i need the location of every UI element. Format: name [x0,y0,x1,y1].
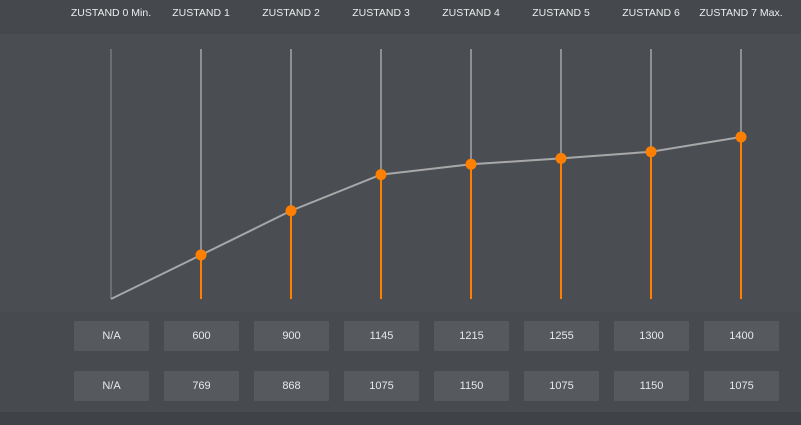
state-point-4[interactable] [465,158,477,170]
values-panel: N/A 600 900 1145 1215 1255 1300 1400 N/A… [0,312,801,412]
value-box-7[interactable]: 1400 [704,321,779,351]
value-box-1[interactable]: 600 [164,321,239,351]
state-point-2[interactable] [285,205,297,217]
secondary-box-7[interactable]: 1075 [704,371,779,401]
value-box-0[interactable]: N/A [74,321,149,351]
secondary-box-1[interactable]: 769 [164,371,239,401]
state-label-4: ZUSTAND 4 [442,7,500,19]
secondary-box-0[interactable]: N/A [74,371,149,401]
state-label-1: ZUSTAND 1 [172,7,230,19]
value-box-4[interactable]: 1215 [434,321,509,351]
curve-chart-panel [0,34,801,312]
state-label-3: ZUSTAND 3 [352,7,410,19]
value-box-5[interactable]: 1255 [524,321,599,351]
state-label-2: ZUSTAND 2 [262,7,320,19]
secondary-box-5[interactable]: 1075 [524,371,599,401]
header-bar: ZUSTAND 0 Min. ZUSTAND 1 ZUSTAND 2 ZUSTA… [0,0,801,34]
secondary-box-6[interactable]: 1150 [614,371,689,401]
secondary-box-2[interactable]: 868 [254,371,329,401]
value-box-6[interactable]: 1300 [614,321,689,351]
state-label-0: ZUSTAND 0 Min. [70,7,152,19]
state-point-5[interactable] [555,152,567,164]
value-box-2[interactable]: 900 [254,321,329,351]
state-point-1[interactable] [195,249,207,261]
value-box-3[interactable]: 1145 [344,321,419,351]
state-point-7[interactable] [735,131,747,143]
curve-line [110,136,742,300]
state-point-6[interactable] [645,146,657,158]
state-label-7: ZUSTAND 7 Max. [699,7,783,19]
footer-strip [0,412,801,425]
state-label-6: ZUSTAND 6 [622,7,680,19]
secondary-box-4[interactable]: 1150 [434,371,509,401]
state-point-3[interactable] [375,169,387,181]
curve-chart[interactable] [0,34,801,312]
state-label-5: ZUSTAND 5 [532,7,590,19]
secondary-box-3[interactable]: 1075 [344,371,419,401]
